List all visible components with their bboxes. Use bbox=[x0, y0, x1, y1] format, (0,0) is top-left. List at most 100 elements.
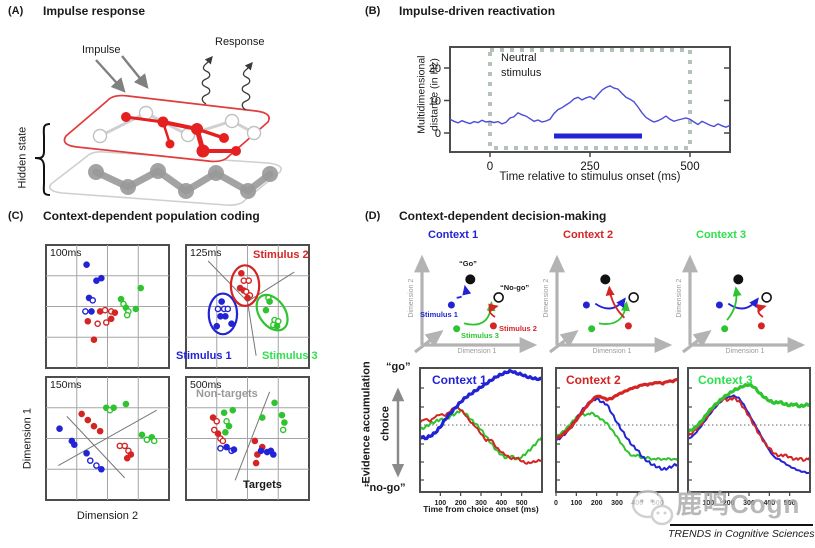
scatter-point-green bbox=[273, 322, 281, 330]
scatter-point-blue bbox=[228, 320, 235, 328]
scatter-point-green bbox=[229, 406, 237, 414]
evidence-nogo-label: “no-go” bbox=[364, 482, 406, 494]
schematic-3 bbox=[682, 254, 806, 354]
reactivation-curve bbox=[449, 85, 731, 128]
stimulus-dot-green bbox=[721, 325, 729, 333]
panel-b-title: Impulse-driven reactivation bbox=[399, 4, 556, 18]
scatter-point-blue bbox=[93, 277, 100, 284]
b-xtick-label: 0 bbox=[487, 161, 493, 173]
panel-a-tag: (A) bbox=[8, 5, 24, 17]
impulse-response-diagram bbox=[34, 55, 282, 206]
impulse-label: Impulse bbox=[82, 44, 121, 56]
reactivation-chart: 0 10 20 0 250 500 bbox=[429, 46, 731, 173]
scatter-point-red bbox=[102, 319, 110, 326]
stimulus-dot-red bbox=[757, 322, 765, 330]
schematic-stimulus-3-label: Stimulus 3 bbox=[461, 331, 499, 340]
stimulus-dot-blue bbox=[582, 301, 590, 309]
response-arrows bbox=[201, 56, 253, 111]
scatter-point-red bbox=[214, 430, 222, 437]
scatter-point-blue bbox=[70, 441, 78, 448]
evidence-trace-red bbox=[555, 377, 679, 441]
evidence-context-2-label: Context 2 bbox=[566, 373, 621, 387]
impulse-arrows bbox=[95, 55, 149, 93]
scatter-point-green bbox=[225, 422, 233, 430]
c-subplot-100ms bbox=[45, 244, 170, 369]
schematic-context-1-label: Context 1 bbox=[428, 229, 479, 241]
evidence-xtick-label: 200 bbox=[723, 500, 735, 507]
transition-arrow-blue bbox=[594, 297, 626, 310]
decision-schematics bbox=[414, 254, 806, 354]
scatter-point-green bbox=[123, 311, 131, 319]
stimulus-dot-blue bbox=[715, 301, 723, 309]
scatter-point-red bbox=[238, 269, 245, 277]
scatter-point-red bbox=[252, 459, 260, 467]
hidden-state-brace bbox=[34, 123, 51, 196]
schematic-context-3-label: Context 3 bbox=[696, 229, 747, 241]
panel-a-title: Impulse response bbox=[43, 4, 146, 18]
stimulus-dot-red bbox=[624, 322, 632, 330]
schematic-3-ylabel: Dimension 2 bbox=[675, 278, 683, 318]
scatter-point-blue bbox=[86, 457, 94, 464]
scatter-point-blue bbox=[230, 446, 238, 453]
hidden-state-label: Hidden state bbox=[16, 126, 29, 189]
nogo-target-dot bbox=[628, 292, 639, 303]
scatter-point-green bbox=[266, 298, 273, 305]
c-subplot-125ms bbox=[185, 244, 310, 369]
scatter-point-blue bbox=[217, 445, 224, 452]
scatter-point-red bbox=[127, 451, 135, 458]
scatter-point-red bbox=[96, 427, 104, 435]
evidence-xtick-label: 300 bbox=[475, 500, 487, 507]
scatter-point-red bbox=[213, 417, 221, 425]
panel-d-title: Context-dependent decision-making bbox=[399, 209, 607, 223]
evidence-xtick-label: 400 bbox=[763, 500, 775, 507]
scatter-point-blue bbox=[98, 465, 105, 473]
panel-b-tag: (B) bbox=[365, 5, 381, 17]
cluster-ellipse-red bbox=[229, 264, 261, 307]
scatter-point-red bbox=[90, 422, 98, 430]
scatter-point-green bbox=[138, 431, 146, 439]
decision-boundary-line bbox=[234, 391, 271, 481]
scatter-point-red bbox=[111, 309, 119, 316]
b-ytick-label: 10 bbox=[429, 96, 441, 108]
panel-c-title: Context-dependent population coding bbox=[43, 209, 260, 223]
go-target-dot bbox=[465, 274, 476, 285]
evidence-x-axis-label: Time from choice onset (ms) bbox=[423, 504, 539, 514]
scatter-point-red bbox=[78, 410, 85, 418]
scatter-point-blue bbox=[214, 305, 222, 313]
decision-boundary-line bbox=[66, 416, 126, 479]
c-subplot-500ms bbox=[185, 376, 310, 501]
scatter-point-red bbox=[219, 437, 227, 445]
evidence-xtick-label: 300 bbox=[743, 500, 755, 507]
scatter-point-red bbox=[90, 336, 98, 344]
evidence-trace-green bbox=[686, 383, 811, 433]
panel-d-tag: (D) bbox=[365, 210, 381, 222]
evidence-go-label: “go” bbox=[386, 361, 411, 373]
scatter-point-green bbox=[271, 399, 278, 407]
evidence-xtick-label: 500 bbox=[516, 500, 528, 507]
c-subplot-label-150ms: 150ms bbox=[50, 379, 82, 391]
evidence-trace-green bbox=[555, 411, 679, 461]
evidence-xtick-label: 100 bbox=[702, 500, 714, 507]
stimulus-dot-red bbox=[489, 322, 497, 330]
scatter-point-blue bbox=[88, 308, 95, 315]
evidence-context-1-label: Context 1 bbox=[432, 373, 487, 387]
response-label: Response bbox=[215, 36, 265, 48]
scatter-point-red bbox=[242, 288, 250, 296]
evidence-chart-3: 100 200 300 400 500 bbox=[686, 367, 811, 507]
non-targets-label: Non-targets bbox=[196, 388, 258, 400]
transition-arrow-red bbox=[605, 285, 626, 319]
c-subplot-label-125ms: 125ms bbox=[190, 247, 222, 259]
evidence-trace-red bbox=[687, 396, 811, 462]
nogo-target-dot bbox=[761, 292, 772, 303]
journal-name: TRENDS in Cognitive Sciences bbox=[668, 528, 815, 540]
evidence-xtick-label: 0 bbox=[554, 500, 558, 507]
scatter-point-green bbox=[222, 429, 229, 436]
b-x-axis-label: Time relative to stimulus onset (ms) bbox=[499, 171, 681, 183]
wechat-icon bbox=[631, 489, 674, 526]
c-y-axis-label: Dimension 1 bbox=[21, 408, 34, 470]
scatter-point-blue bbox=[93, 462, 100, 469]
b-ytick-label: 0 bbox=[435, 128, 441, 140]
stimulus-2-label: Stimulus 2 bbox=[253, 249, 309, 261]
